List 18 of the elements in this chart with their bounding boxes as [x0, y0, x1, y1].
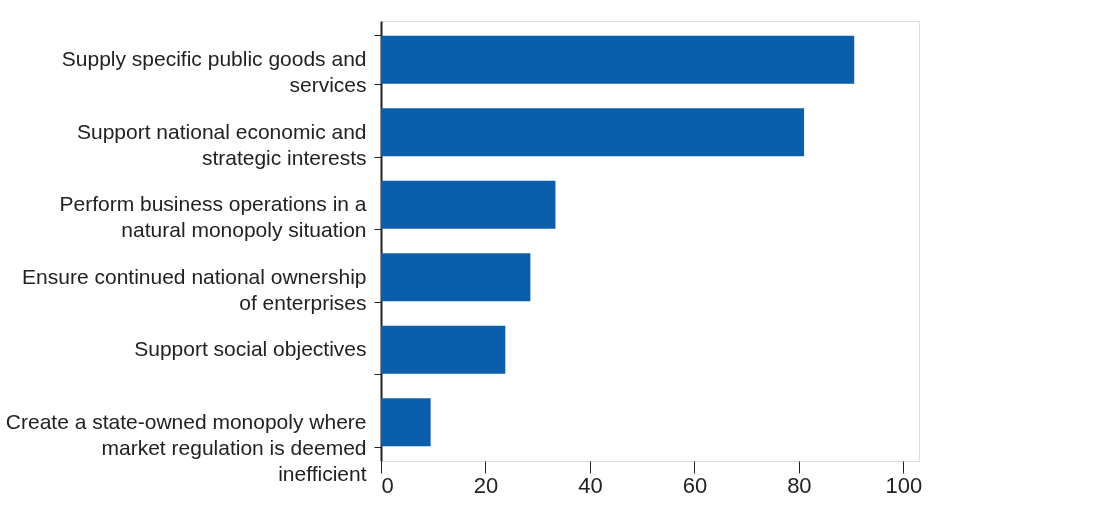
bar: [381, 253, 531, 302]
y-tick-label: Perform business operations in a natural monopoly situation: [59, 192, 367, 242]
y-tick-label: Ensure continued national ownership of enterprises: [22, 264, 367, 314]
bar: [381, 398, 431, 447]
bar: [381, 35, 855, 84]
x-tick-label: 0: [381, 472, 394, 498]
y-tick-label: Support national economic and strategic interests: [76, 119, 367, 169]
x-tick-label: 60: [682, 472, 708, 498]
x-tick-label: 40: [578, 472, 603, 498]
y-tick-label: Supply specific public goods and services: [61, 47, 367, 97]
x-tick-label: 100: [885, 472, 923, 498]
x-tick-label: 80: [787, 472, 812, 498]
x-tick-label: 20: [473, 472, 499, 498]
y-tick-label: Support social objectives: [134, 337, 367, 361]
y-tick-label: Create a state-owned monopoly where market regulation is deemed inefficient: [5, 409, 367, 485]
bar: [381, 180, 556, 229]
bar: [381, 108, 805, 157]
bar: [381, 325, 506, 374]
